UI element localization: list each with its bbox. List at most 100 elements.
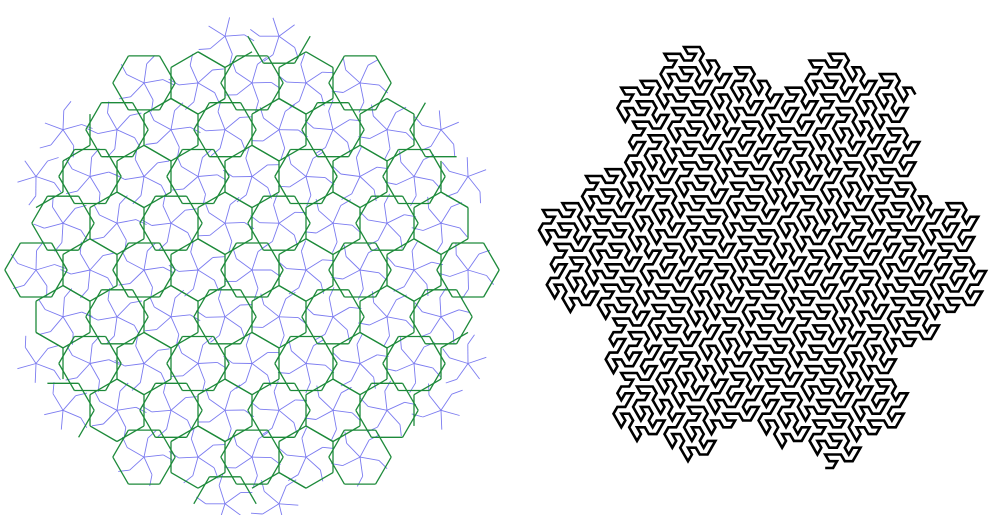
- penrose-inner-edge: [422, 312, 441, 317]
- penrose-inner-edge: [246, 364, 252, 382]
- penrose-inner-edge: [194, 83, 198, 102]
- penrose-inner-edge: [252, 457, 257, 476]
- penrose-outer-edge: [322, 150, 338, 177]
- penrose-inner-edge: [468, 270, 487, 276]
- penrose-outer-edge: [52, 270, 68, 297]
- penrose-outer-edge: [484, 243, 500, 270]
- penrose-outer-edge: [160, 83, 176, 110]
- penrose-inner-edge: [127, 448, 144, 458]
- penrose-outer-edge: [333, 332, 360, 348]
- penrose-inner-edge: [333, 307, 350, 317]
- penrose-inner-edge: [357, 334, 362, 344]
- penrose-inner-edge: [487, 276, 494, 285]
- penrose-outer-edge: [360, 145, 387, 161]
- penrose-inner-edge: [360, 270, 363, 289]
- penrose-inner-edge: [346, 70, 360, 83]
- penrose-outer-edge: [225, 145, 252, 161]
- penrose-inner-edge: [108, 278, 114, 288]
- penrose-inner-edge: [360, 457, 379, 460]
- penrose-inner-edge: [387, 402, 405, 410]
- penrose-inner-edge: [36, 364, 54, 371]
- penrose-inner-edge: [62, 223, 63, 242]
- penrose-inner-edge: [63, 410, 81, 418]
- penrose-inner-edge: [198, 364, 205, 382]
- penrose-inner-edge: [252, 352, 268, 363]
- penrose-outer-edge: [221, 457, 237, 484]
- penrose-inner-edge: [384, 204, 387, 223]
- penrose-inner-edge: [333, 206, 341, 224]
- penrose-inner-edge: [329, 100, 334, 111]
- penrose-inner-edge: [341, 387, 351, 393]
- penrose-inner-edge: [114, 317, 117, 336]
- penrose-inner-edge: [306, 159, 313, 177]
- penrose-inner-edge: [127, 261, 144, 270]
- penrose-inner-edge: [306, 364, 325, 366]
- penrose-inner-edge: [260, 409, 279, 410]
- penrose-inner-edge: [316, 410, 333, 419]
- penrose-inner-edge: [98, 317, 117, 320]
- penrose-inner-edge: [441, 394, 452, 410]
- penrose-inner-edge: [301, 64, 306, 83]
- penrose-inner-edge: [264, 491, 279, 504]
- penrose-inner-edge: [341, 361, 360, 364]
- penrose-inner-edge: [454, 144, 455, 156]
- penrose-inner-edge: [117, 410, 126, 427]
- penrose-outer-edge: [140, 223, 156, 250]
- penrose-inner-edge: [306, 457, 320, 470]
- penrose-outer-edge: [279, 52, 306, 68]
- penrose-inner-edge: [209, 399, 225, 410]
- penrose-inner-edge: [29, 196, 36, 205]
- gosper-curve-figure: [525, 0, 1000, 515]
- penrose-inner-edge: [225, 392, 231, 411]
- penrose-outer-edge: [403, 223, 419, 250]
- penrose-inner-edge: [373, 116, 387, 130]
- penrose-outer-edge: [113, 83, 129, 110]
- penrose-inner-edge: [198, 83, 215, 93]
- penrose-inner-edge: [36, 348, 48, 363]
- penrose-outer-edge: [360, 332, 387, 348]
- penrose-inner-edge: [140, 364, 144, 383]
- penrose-inner-edge: [406, 133, 414, 141]
- penrose-inner-edge: [198, 177, 206, 195]
- penrose-inner-edge: [125, 177, 144, 180]
- penrose-inner-edge: [422, 125, 441, 129]
- penrose-outer-edge: [306, 239, 333, 255]
- penrose-inner-edge: [441, 410, 442, 429]
- penrose-inner-edge: [263, 130, 279, 141]
- penrose-inner-edge: [25, 336, 26, 348]
- penrose-inner-edge: [332, 242, 337, 253]
- penrose-inner-edge: [352, 177, 360, 194]
- penrose-inner-edge: [333, 410, 352, 413]
- penrose-outer-edge: [221, 83, 237, 110]
- penrose-outer-edge: [376, 457, 392, 484]
- penrose-inner-edge: [306, 346, 314, 364]
- penrose-inner-edge: [429, 395, 441, 410]
- penrose-inner-edge: [63, 130, 74, 146]
- penrose-outer-edge: [268, 243, 284, 270]
- penrose-outer-edge: [268, 270, 284, 297]
- penrose-inner-edge: [24, 270, 36, 285]
- penrose-inner-edge: [152, 223, 171, 225]
- penrose-outer-edge: [248, 410, 264, 437]
- penrose-inner-edge: [333, 317, 347, 330]
- penrose-inner-edge: [167, 410, 171, 429]
- penrose-outer-edge: [59, 177, 75, 204]
- penrose-inner-edge: [442, 162, 449, 171]
- penrose-outer-edge: [414, 379, 441, 395]
- penrose-inner-edge: [360, 83, 364, 102]
- penrose-inner-edge: [272, 410, 279, 428]
- penrose-inner-edge: [274, 205, 280, 224]
- penrose-outer-edge: [430, 337, 446, 364]
- penrose-outer-edge: [171, 473, 198, 489]
- penrose-inner-edge: [358, 289, 363, 300]
- penrose-outer-edge: [268, 83, 284, 110]
- penrose-outer-edge: [198, 52, 225, 68]
- penrose-outer-edge: [356, 223, 372, 250]
- penrose-outer-edge: [221, 430, 237, 457]
- penrose-inner-edge: [456, 255, 468, 270]
- penrose-outer-edge: [144, 192, 171, 208]
- penrose-inner-edge: [218, 112, 225, 130]
- penrose-inner-edge: [44, 223, 63, 228]
- penrose-inner-edge: [185, 102, 194, 110]
- penrose-tiling-panel: [0, 0, 510, 515]
